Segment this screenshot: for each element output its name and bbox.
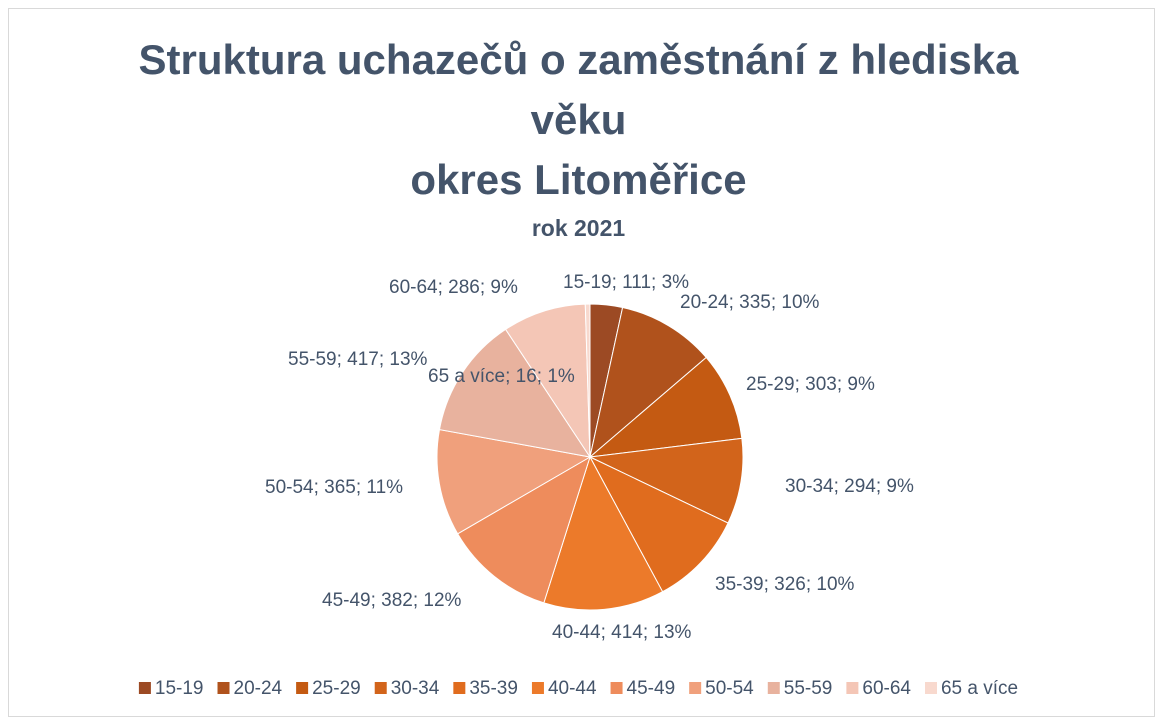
data-label: 55-59; 417; 13% bbox=[288, 349, 428, 370]
data-label: 50-54; 365; 11% bbox=[265, 477, 403, 498]
legend-label: 60-64 bbox=[862, 678, 911, 699]
data-label: 35-39; 326; 10% bbox=[715, 574, 855, 595]
data-label: 65 a více; 16; 1% bbox=[428, 366, 575, 387]
pie-slice bbox=[456, 455, 591, 604]
pie-slice bbox=[584, 303, 591, 458]
legend-swatch bbox=[296, 682, 309, 694]
data-label: 60-64; 286; 9% bbox=[389, 277, 518, 298]
title-block: Struktura uchazečů o zaměstnání z hledis… bbox=[0, 30, 1157, 246]
data-label: 40-44; 414; 13% bbox=[552, 622, 692, 643]
data-label: 45-49; 382; 12% bbox=[322, 590, 462, 611]
data-label: 25-29; 303; 9% bbox=[746, 374, 875, 395]
pie-slice bbox=[588, 437, 744, 524]
chart-frame bbox=[8, 8, 1155, 717]
data-label: 30-34; 294; 9% bbox=[785, 476, 914, 497]
legend-label: 30-34 bbox=[391, 678, 440, 699]
legend-label: 55-59 bbox=[784, 678, 833, 699]
legend-label: 25-29 bbox=[312, 678, 361, 699]
legend-swatch bbox=[453, 682, 466, 694]
pie-slice bbox=[543, 455, 664, 611]
legend-label: 15-19 bbox=[155, 678, 204, 699]
pie-slice bbox=[588, 455, 729, 593]
legend-swatch bbox=[531, 682, 544, 694]
chart-title: okres Litoměřice bbox=[410, 156, 747, 203]
legend-swatch bbox=[846, 682, 859, 694]
legend-swatch bbox=[374, 682, 387, 694]
legend-swatch bbox=[924, 682, 937, 694]
pie-slice bbox=[504, 303, 591, 459]
legend-swatch bbox=[610, 682, 623, 694]
chart-subtitle: rok 2021 bbox=[531, 215, 626, 241]
data-label: 15-19; 111; 3% bbox=[563, 272, 689, 293]
pie-slice bbox=[589, 306, 707, 459]
legend-label: 20-24 bbox=[234, 678, 283, 699]
legend-label: 65 a více bbox=[941, 678, 1018, 699]
legend-swatch bbox=[217, 682, 230, 694]
pie-slice bbox=[588, 356, 743, 458]
pie-slice bbox=[438, 328, 592, 458]
legend-label: 45-49 bbox=[627, 678, 676, 699]
legend-swatch bbox=[767, 682, 780, 694]
legend-swatch bbox=[138, 682, 151, 694]
legend-label: 40-44 bbox=[548, 678, 597, 699]
chart-title: Struktura uchazečů o zaměstnání z hledis… bbox=[138, 36, 1019, 143]
legend-swatch bbox=[689, 682, 702, 694]
legend-label: 35-39 bbox=[469, 678, 518, 699]
data-label: 20-24; 335; 10% bbox=[680, 292, 820, 313]
pie-slice bbox=[436, 428, 592, 535]
legend-label: 50-54 bbox=[705, 678, 754, 699]
